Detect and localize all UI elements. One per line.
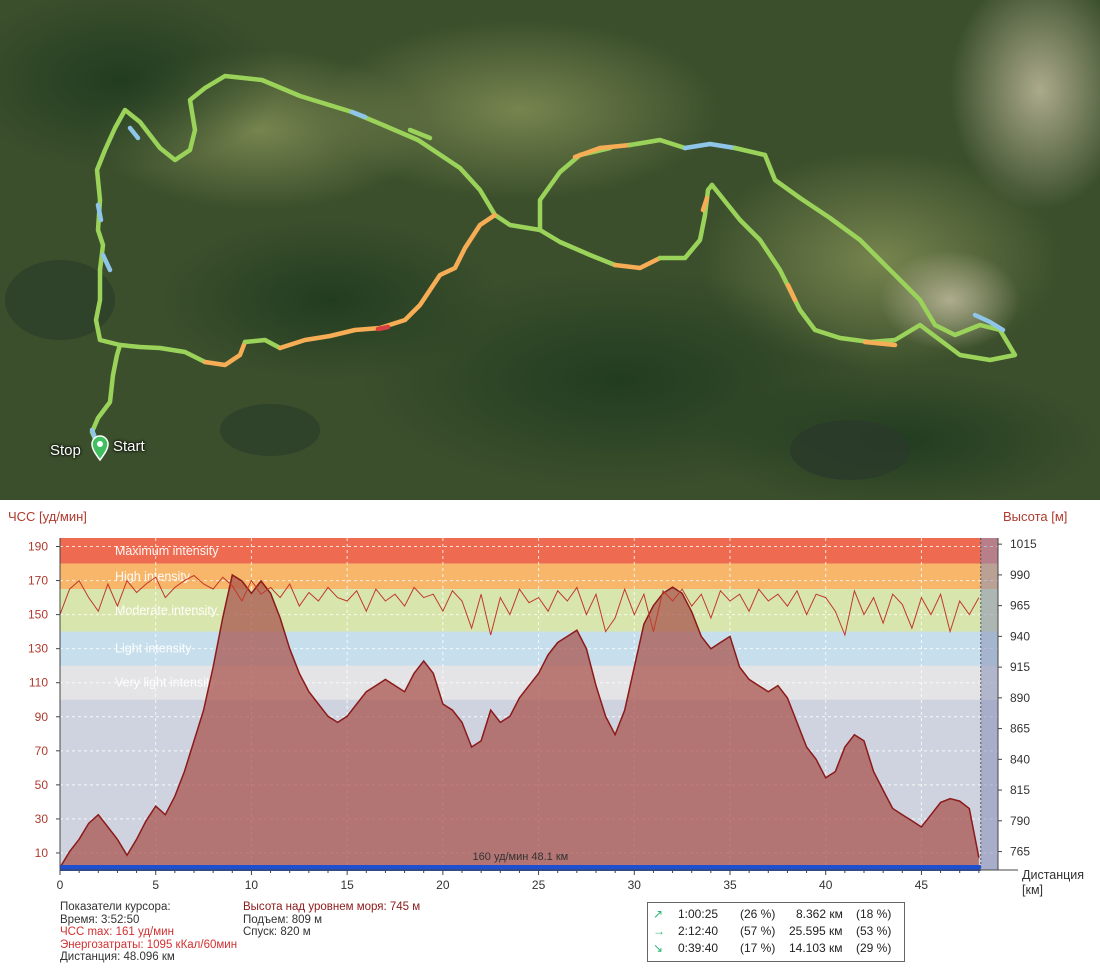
- stats-row-up: ↗ 1:00:25 (26 %) 8.362 км (18 %): [648, 907, 904, 924]
- stats-time-pct: (26 %): [740, 907, 776, 921]
- stats-row-flat: → 2:12:40 (57 %) 25.595 км (53 %): [648, 924, 904, 941]
- heart-rate-line: [59, 574, 980, 637]
- x-tick-label: 10: [245, 878, 259, 892]
- zone-band: [60, 589, 998, 632]
- terrain-patch: [160, 220, 500, 380]
- right-tick-label: 790: [1010, 814, 1030, 828]
- right-tick-label: 840: [1010, 752, 1030, 766]
- cursor-time: Время: 3:52:50: [60, 913, 140, 926]
- lake: [220, 404, 320, 456]
- right-tick-label: 990: [1010, 568, 1030, 582]
- stop-label: Stop: [50, 442, 81, 459]
- left-tick-label: 50: [35, 778, 49, 792]
- right-tick-label: 865: [1010, 722, 1030, 736]
- zone-label: Moderate intensity: [115, 603, 218, 617]
- left-tick-label: 30: [35, 812, 49, 826]
- stats-time: 1:00:25: [678, 907, 719, 921]
- progress-bar: [60, 865, 981, 871]
- stats-distance: 14.103 км: [789, 941, 843, 955]
- lake: [5, 260, 115, 340]
- x-tick-label: 30: [628, 878, 642, 892]
- elevation-line: [59, 573, 980, 868]
- speed-stats-box: ↗ 1:00:25 (26 %) 8.362 км (18 %) → 2:12:…: [647, 902, 905, 962]
- right-tick-label: 890: [1010, 691, 1030, 705]
- satellite-map[interactable]: Stop Start: [0, 0, 1100, 510]
- x-tick-label: 40: [819, 878, 833, 892]
- start-marker-icon[interactable]: [91, 435, 109, 462]
- stats-distance: 8.362 км: [796, 907, 843, 921]
- right-tick-label: 965: [1010, 599, 1030, 613]
- cursor-info-altitude: Высота над уровнем моря: 745 м Подъем: 8…: [243, 901, 420, 939]
- terrain-patch: [950, 0, 1100, 210]
- cursor-hr-max: ЧСС max: 161 уд/мин: [60, 926, 174, 938]
- cursor-ascent: Подъем: 809 м: [243, 913, 323, 926]
- cursor-info: Показатели курсора: Время: 3:52:50 ЧСС m…: [60, 901, 237, 964]
- cursor-info-title: Показатели курсора:: [60, 901, 171, 913]
- cursor-distance: Дистанция: 48.096 км: [60, 951, 175, 963]
- cursor-label: 160 уд/мин 48.1 км: [473, 851, 569, 863]
- elevation-hr-chart[interactable]: Maximum intensity High intensity Moderate …: [0, 500, 1100, 900]
- x-tick-label: 20: [436, 878, 450, 892]
- zone-label: Very light intensity: [115, 676, 216, 690]
- left-axis-title: ЧСС [уд/мин]: [8, 509, 87, 524]
- arrow-up-icon: ↗: [653, 907, 664, 921]
- x-axis-title-line1: Дистанция: [1022, 868, 1085, 882]
- zone-label: Maximum intensity: [115, 544, 219, 558]
- x-axis-title-line2: [км]: [1022, 883, 1044, 897]
- stats-time-pct: (57 %): [740, 924, 776, 938]
- elevation-area: [60, 574, 979, 870]
- x-tick-label: 25: [532, 878, 546, 892]
- right-tick-label: 1015: [1010, 537, 1037, 551]
- zone-band: [60, 538, 998, 564]
- x-tick-label: 0: [57, 878, 64, 892]
- lake: [790, 420, 910, 480]
- x-axis-title: Дистанция [км]: [1022, 868, 1084, 898]
- arrow-down-icon: ↘: [653, 941, 664, 955]
- right-tick-label: 815: [1010, 783, 1030, 797]
- left-tick-label: 130: [28, 642, 48, 656]
- x-tick-label: 15: [340, 878, 354, 892]
- zone-label: High intensity: [115, 569, 191, 583]
- chart-panel: ЧСС [уд/мин] Высота [м] Дистанция [км] M…: [0, 500, 1100, 974]
- arrow-right-icon: →: [653, 924, 665, 938]
- right-tick-label: 765: [1010, 845, 1030, 859]
- map-canvas: [0, 0, 1100, 510]
- left-tick-label: 110: [29, 676, 48, 690]
- right-tick-label: 940: [1010, 629, 1030, 643]
- start-label: Start: [113, 438, 145, 455]
- stats-distance-pct: (18 %): [856, 907, 892, 921]
- stats-distance: 25.595 км: [789, 924, 843, 938]
- left-tick-label: 10: [35, 846, 49, 860]
- left-tick-label: 190: [28, 540, 48, 554]
- gps-track: [89, 73, 1018, 453]
- stats-time: 0:39:40: [678, 941, 719, 955]
- zone-band: [60, 563, 998, 590]
- stats-time-pct: (17 %): [740, 941, 776, 955]
- zone-label: Light intensity: [115, 642, 192, 656]
- left-tick-label: 170: [28, 574, 48, 588]
- left-tick-label: 90: [35, 710, 49, 724]
- x-tick-label: 45: [915, 878, 929, 892]
- stats-time: 2:12:40: [678, 924, 719, 938]
- left-tick-label: 70: [35, 744, 49, 758]
- cursor-descent: Спуск: 820 м: [243, 926, 311, 938]
- x-tick-label: 5: [152, 878, 159, 892]
- right-tick-label: 915: [1010, 660, 1030, 674]
- stats-distance-pct: (53 %): [856, 924, 892, 938]
- stats-distance-pct: (29 %): [856, 941, 892, 955]
- cursor-altitude: Высота над уровнем моря: 745 м: [243, 901, 421, 913]
- right-axis-title: Высота [м]: [1003, 509, 1068, 524]
- left-tick-label: 150: [28, 608, 48, 622]
- terrain-patch: [0, 0, 280, 170]
- x-tick-label: 35: [723, 878, 737, 892]
- stats-row-down: ↘ 0:39:40 (17 %) 14.103 км (29 %): [648, 941, 904, 958]
- cursor-shade: [980, 538, 998, 870]
- cursor-energy: Энергозатраты: 1095 кКал/60мин: [60, 938, 238, 951]
